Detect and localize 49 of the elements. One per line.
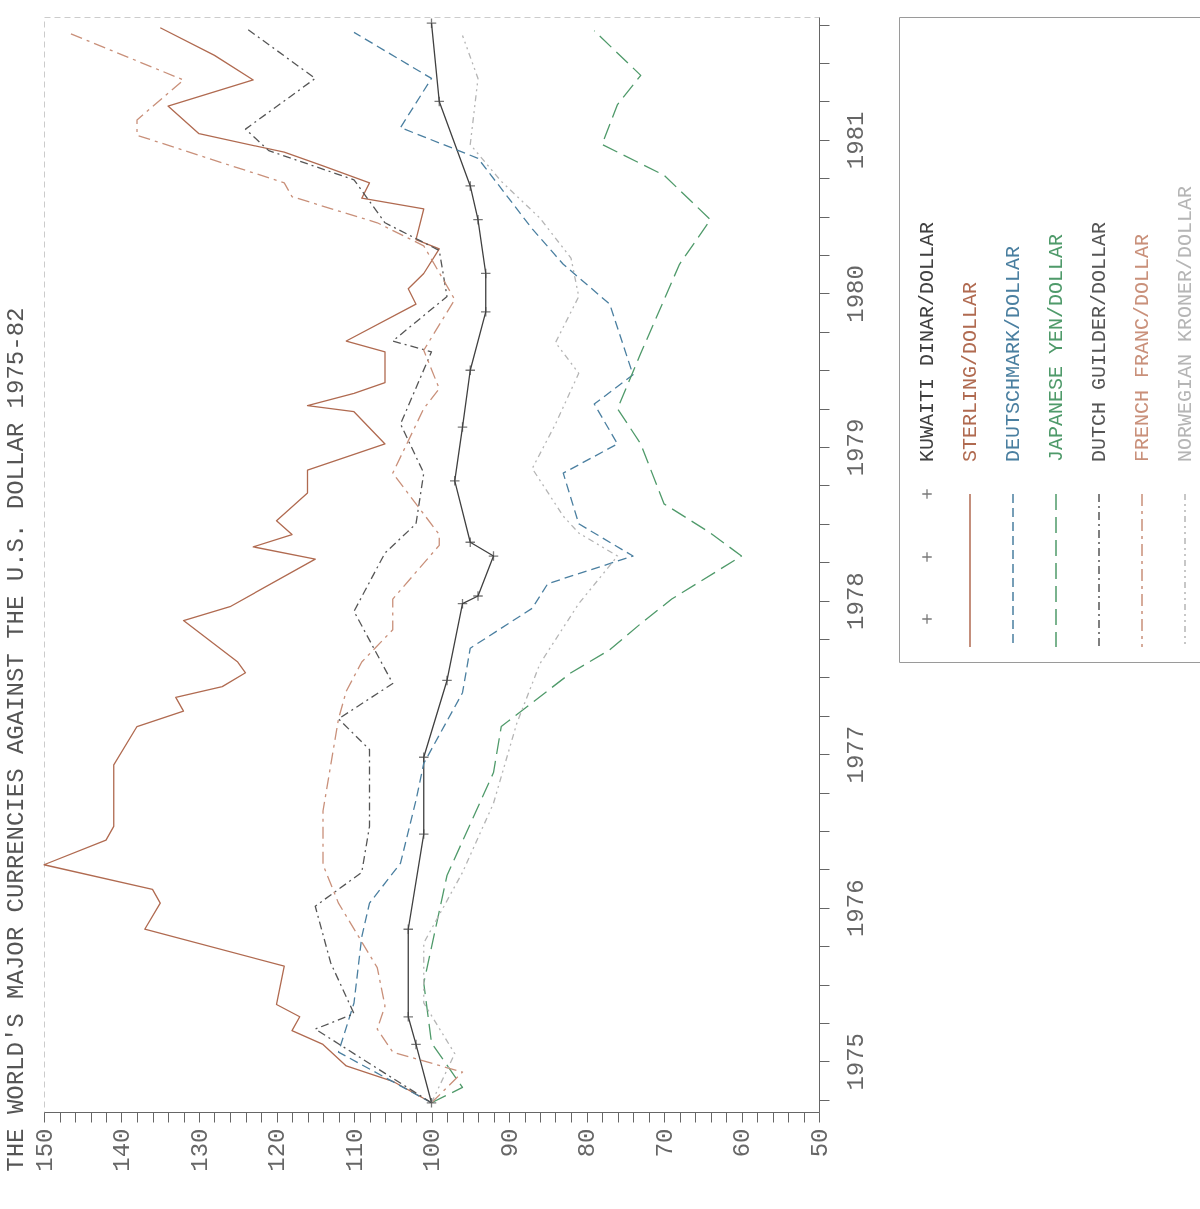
point bbox=[488, 550, 499, 562]
text: JAPANESE YEN/DOLLAR bbox=[1045, 233, 1068, 462]
point bbox=[480, 268, 492, 279]
text: KUWAITI DINAR/DOLLAR bbox=[916, 221, 939, 462]
point bbox=[464, 180, 476, 192]
point bbox=[418, 828, 430, 840]
point bbox=[449, 475, 461, 487]
y-tick-label: 1975 bbox=[842, 1033, 870, 1091]
point bbox=[464, 536, 476, 548]
y-tick-label: 1979 bbox=[842, 418, 870, 477]
x-tick-label: 90 bbox=[496, 1128, 524, 1158]
point bbox=[480, 306, 492, 318]
text: THE WORLD'S MAJOR CURRENCIES AGAINST THE U.S. DOLLAR 1975-82 bbox=[2, 307, 30, 1172]
point bbox=[472, 590, 484, 602]
y-tick-label: 1977 bbox=[842, 725, 870, 784]
text: FRENCH FRANC/DOLLAR bbox=[1131, 233, 1154, 462]
x-tick-label: 80 bbox=[574, 1128, 601, 1158]
point bbox=[457, 598, 468, 610]
point bbox=[402, 1011, 414, 1023]
text: STERLING/DOLLAR bbox=[959, 281, 982, 462]
text: DUTCH GUILDER/DOLLAR bbox=[1088, 221, 1111, 462]
x-tick-label: 140 bbox=[109, 1128, 136, 1172]
x-tick-label: 130 bbox=[186, 1128, 214, 1172]
point bbox=[418, 751, 430, 763]
x-tick-label: 50 bbox=[806, 1128, 834, 1158]
x-tick-label: 60 bbox=[729, 1128, 756, 1158]
x-tick-label: 120 bbox=[264, 1128, 291, 1172]
y-tick-label: 1978 bbox=[842, 572, 870, 630]
text: NORWEGIAN KRONER/DOLLAR bbox=[1174, 185, 1197, 462]
point bbox=[464, 364, 476, 376]
point bbox=[472, 214, 484, 226]
point bbox=[441, 675, 453, 686]
x-tick-label: 100 bbox=[419, 1128, 446, 1172]
y-tick-label: 1976 bbox=[842, 879, 870, 938]
text: DEUTSCHMARK/DOLLAR bbox=[1002, 245, 1025, 462]
point bbox=[410, 1039, 422, 1050]
x-tick-label: 70 bbox=[651, 1128, 679, 1158]
y-tick-label: 1981 bbox=[842, 111, 870, 170]
point bbox=[426, 1097, 437, 1109]
line-series bbox=[337, 31, 634, 1104]
point bbox=[433, 96, 445, 107]
line-series bbox=[244, 27, 448, 1104]
line-series bbox=[423, 34, 619, 1104]
point bbox=[402, 923, 414, 935]
x-tick-label: 150 bbox=[31, 1128, 59, 1172]
y-tick-label: 1980 bbox=[842, 265, 870, 323]
point bbox=[426, 17, 437, 29]
x-tick-label: 110 bbox=[341, 1128, 369, 1172]
point bbox=[457, 421, 468, 433]
